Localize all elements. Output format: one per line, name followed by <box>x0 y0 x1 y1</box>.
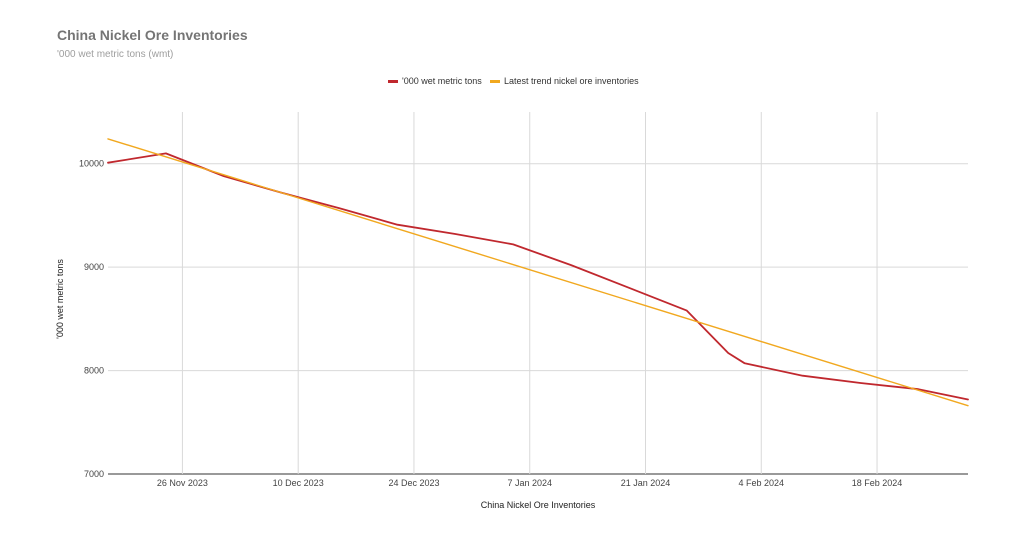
y-axis-title: '000 wet metric tons <box>55 259 65 339</box>
x-tick-label: 7 Jan 2024 <box>507 478 552 488</box>
x-tick-label: 18 Feb 2024 <box>852 478 903 488</box>
series-lines <box>107 138 969 407</box>
legend: '000 wet metric tons Latest trend nickel … <box>388 76 639 86</box>
y-tick-label: 10000 <box>79 159 104 169</box>
legend-label: Latest trend nickel ore inventories <box>504 76 639 86</box>
x-tick-label: 26 Nov 2023 <box>157 478 208 488</box>
x-tick-label: 4 Feb 2024 <box>738 478 784 488</box>
y-axis-ticks: 7000 8000 9000 10000 <box>79 159 104 479</box>
legend-swatch <box>490 80 500 83</box>
y-tick-label: 9000 <box>84 262 104 272</box>
chart-title: China Nickel Ore Inventories <box>57 27 248 43</box>
y-tick-label: 8000 <box>84 366 104 376</box>
x-axis-title: China Nickel Ore Inventories <box>481 500 596 510</box>
series-line-inventories <box>107 152 969 401</box>
legend-label: '000 wet metric tons <box>402 76 482 86</box>
x-tick-label: 21 Jan 2024 <box>621 478 671 488</box>
y-tick-label: 7000 <box>84 469 104 479</box>
legend-swatch <box>388 80 398 83</box>
x-tick-label: 10 Dec 2023 <box>273 478 324 488</box>
x-axis-ticks: 26 Nov 2023 10 Dec 2023 24 Dec 2023 7 Jan 2… <box>157 478 902 488</box>
gridlines <box>108 112 968 475</box>
chart-subtitle: '000 wet metric tons (wmt) <box>57 49 174 60</box>
x-tick-label: 24 Dec 2023 <box>388 478 439 488</box>
series-line-trend <box>107 138 969 407</box>
